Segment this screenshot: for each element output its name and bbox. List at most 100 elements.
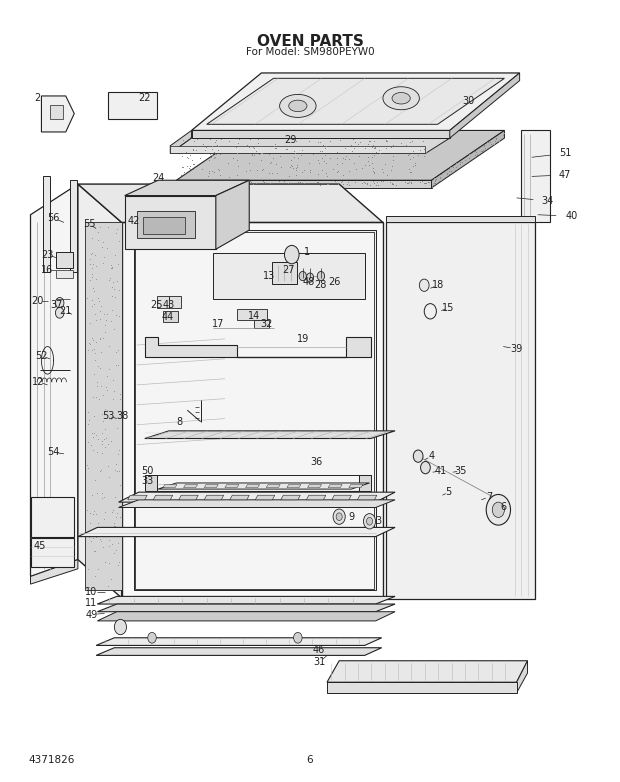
- Ellipse shape: [383, 87, 419, 109]
- Polygon shape: [246, 485, 260, 487]
- Polygon shape: [176, 180, 432, 188]
- Bar: [237, 309, 267, 320]
- Polygon shape: [43, 177, 50, 272]
- Polygon shape: [134, 230, 376, 590]
- Polygon shape: [96, 647, 382, 655]
- Polygon shape: [78, 184, 383, 222]
- Text: 51: 51: [559, 149, 572, 159]
- Text: 43: 43: [163, 300, 175, 310]
- Text: 35: 35: [454, 466, 467, 475]
- Circle shape: [419, 279, 429, 292]
- Polygon shape: [78, 184, 122, 598]
- Circle shape: [148, 633, 156, 643]
- Polygon shape: [192, 73, 520, 131]
- Polygon shape: [85, 222, 122, 590]
- Polygon shape: [516, 661, 528, 693]
- Polygon shape: [272, 262, 296, 284]
- Text: 4: 4: [428, 451, 435, 461]
- Polygon shape: [347, 337, 371, 357]
- Text: 13: 13: [262, 271, 275, 281]
- Text: 21: 21: [60, 306, 72, 315]
- Polygon shape: [204, 495, 224, 500]
- Text: 47: 47: [559, 170, 572, 180]
- Polygon shape: [108, 92, 157, 119]
- Polygon shape: [118, 492, 395, 502]
- Text: 48: 48: [303, 277, 315, 287]
- Polygon shape: [327, 661, 528, 682]
- Polygon shape: [128, 495, 147, 500]
- Text: 19: 19: [296, 334, 309, 344]
- Polygon shape: [230, 495, 249, 500]
- Polygon shape: [70, 180, 78, 272]
- Polygon shape: [125, 180, 249, 196]
- Bar: [143, 217, 185, 234]
- Text: 33: 33: [141, 476, 153, 486]
- Text: 39: 39: [510, 344, 523, 353]
- Text: 56: 56: [46, 213, 59, 223]
- Polygon shape: [97, 604, 395, 612]
- Circle shape: [366, 518, 373, 526]
- Text: 53: 53: [102, 411, 115, 421]
- Circle shape: [114, 619, 126, 635]
- Text: 14: 14: [248, 311, 260, 321]
- Text: 15: 15: [442, 303, 454, 314]
- Text: 42: 42: [128, 216, 140, 226]
- Circle shape: [299, 271, 306, 281]
- Polygon shape: [327, 682, 516, 693]
- Polygon shape: [432, 131, 505, 188]
- Polygon shape: [163, 485, 177, 487]
- Text: 18: 18: [432, 280, 444, 290]
- Text: 10: 10: [85, 586, 97, 597]
- Polygon shape: [192, 131, 450, 138]
- Text: 28: 28: [315, 280, 327, 290]
- Polygon shape: [30, 560, 78, 584]
- Text: 8: 8: [176, 417, 182, 427]
- Bar: [163, 311, 177, 322]
- Polygon shape: [144, 431, 395, 439]
- Text: 23: 23: [42, 249, 54, 260]
- Polygon shape: [357, 495, 377, 500]
- Circle shape: [486, 494, 510, 526]
- Bar: [56, 252, 73, 268]
- Polygon shape: [144, 337, 237, 357]
- Polygon shape: [358, 475, 371, 490]
- Polygon shape: [176, 131, 505, 180]
- Circle shape: [285, 246, 299, 264]
- Polygon shape: [204, 485, 218, 487]
- Polygon shape: [287, 485, 301, 487]
- Text: 12: 12: [32, 377, 44, 387]
- Text: 40: 40: [565, 211, 577, 221]
- Text: 37: 37: [50, 300, 62, 310]
- Circle shape: [317, 271, 325, 281]
- Text: 17: 17: [211, 318, 224, 328]
- Polygon shape: [97, 597, 395, 604]
- Circle shape: [55, 307, 64, 318]
- Ellipse shape: [392, 92, 410, 104]
- Polygon shape: [170, 131, 192, 153]
- Polygon shape: [78, 527, 395, 536]
- Text: 41: 41: [435, 466, 447, 475]
- Text: For Model: SM980PEYW0: For Model: SM980PEYW0: [246, 47, 374, 57]
- Bar: [50, 105, 63, 119]
- Bar: [56, 270, 73, 278]
- Text: 20: 20: [32, 296, 44, 306]
- Text: 24: 24: [152, 173, 164, 183]
- Text: 6: 6: [307, 755, 313, 766]
- Circle shape: [414, 450, 423, 462]
- Text: 45: 45: [33, 541, 46, 551]
- Text: 16: 16: [42, 265, 54, 275]
- Bar: [157, 296, 169, 308]
- Polygon shape: [225, 485, 239, 487]
- Text: 5: 5: [445, 487, 451, 497]
- Polygon shape: [255, 495, 275, 500]
- Text: 9: 9: [348, 511, 355, 522]
- Bar: [254, 321, 269, 328]
- Polygon shape: [266, 485, 280, 487]
- Polygon shape: [144, 475, 157, 490]
- Text: 50: 50: [141, 466, 153, 475]
- Text: 52: 52: [35, 351, 48, 361]
- Ellipse shape: [280, 95, 316, 117]
- Polygon shape: [306, 495, 326, 500]
- Ellipse shape: [289, 100, 307, 112]
- Bar: [137, 211, 195, 238]
